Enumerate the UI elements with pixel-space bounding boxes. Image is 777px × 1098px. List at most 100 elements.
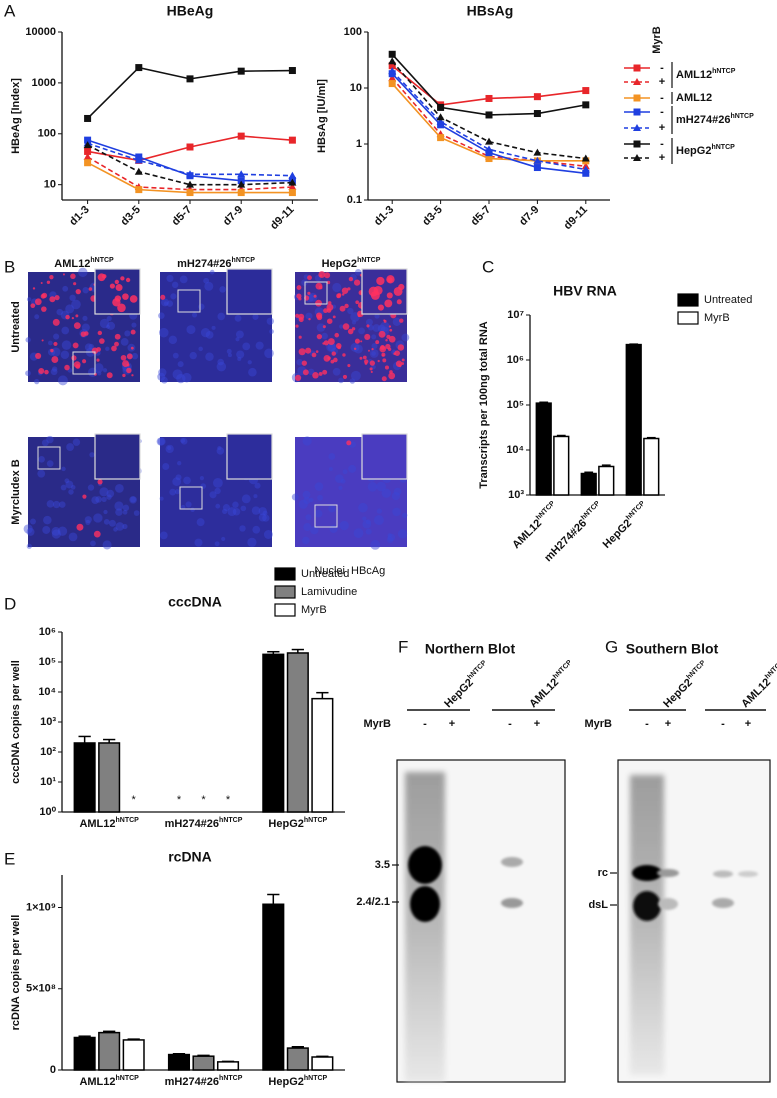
nucleus xyxy=(235,337,240,342)
y-tick-label: 1×10⁹ xyxy=(26,901,56,913)
nucleus xyxy=(310,526,319,535)
nucleus xyxy=(189,351,197,360)
stain xyxy=(395,360,403,367)
marker xyxy=(485,155,493,163)
nucleus xyxy=(317,494,324,501)
smear xyxy=(630,775,664,1075)
condition: - xyxy=(423,718,427,730)
nucleus xyxy=(247,537,257,547)
y-axis-label: HBeAg [Index] xyxy=(10,78,22,154)
nucleus xyxy=(101,496,107,503)
nucleus xyxy=(50,368,58,376)
nucleus xyxy=(362,519,372,529)
nucleus xyxy=(298,499,308,509)
nucleus xyxy=(258,513,267,522)
nucleus xyxy=(397,529,408,539)
band xyxy=(408,846,442,884)
marker xyxy=(582,169,590,177)
marker xyxy=(186,143,194,151)
x-tick-label: d5-7 xyxy=(469,204,493,228)
nucleus xyxy=(172,477,182,486)
nucleus xyxy=(30,518,36,525)
nucleus xyxy=(51,526,61,536)
nucleus xyxy=(329,524,338,533)
marker xyxy=(237,170,246,178)
nucleus xyxy=(68,532,78,542)
y-tick-label: 0.1 xyxy=(347,194,362,206)
nucleus xyxy=(84,516,92,524)
stain xyxy=(327,338,335,346)
superscript: hNTCP xyxy=(90,257,114,264)
nucleus xyxy=(65,304,75,314)
stain xyxy=(96,358,100,362)
bar xyxy=(625,343,642,496)
condition: - xyxy=(508,718,512,730)
superscript: hNTCP xyxy=(304,817,328,824)
nucleus xyxy=(88,343,95,350)
stain xyxy=(71,316,75,320)
nucleus xyxy=(393,487,402,496)
stain xyxy=(382,358,387,363)
marker xyxy=(237,180,246,188)
nucleus xyxy=(262,510,268,516)
marker xyxy=(83,152,92,160)
stain xyxy=(342,374,348,379)
nucleus xyxy=(180,438,186,444)
superscript: hNTCP xyxy=(467,659,489,681)
nucleus xyxy=(237,356,242,362)
stain xyxy=(96,347,101,352)
zoom-box xyxy=(179,486,203,510)
legend-swatch xyxy=(274,567,296,581)
superscript: hNTCP xyxy=(219,1075,243,1082)
y-tick-label: 10³ xyxy=(40,716,56,728)
nucleus xyxy=(392,507,401,517)
legend-marker xyxy=(633,108,641,116)
inset-stain xyxy=(396,299,402,305)
nucleus xyxy=(87,484,95,491)
stain xyxy=(296,285,302,290)
superscript: hNTCP xyxy=(711,144,735,151)
stain xyxy=(341,293,345,296)
inset-stain xyxy=(376,276,385,286)
stain xyxy=(316,333,323,340)
marker xyxy=(84,147,92,155)
nucleus xyxy=(255,341,264,350)
marker xyxy=(485,145,493,153)
band xyxy=(738,871,758,877)
superscript: hNTCP xyxy=(232,257,256,264)
nucleus xyxy=(53,333,60,340)
stain xyxy=(298,297,302,301)
nucleus xyxy=(174,489,180,495)
stain xyxy=(384,365,390,370)
nucleus xyxy=(191,312,198,318)
label-text: HepG2 xyxy=(268,818,303,830)
nucleus xyxy=(42,526,51,534)
stain xyxy=(323,308,328,314)
marker xyxy=(134,156,143,164)
bar xyxy=(311,1056,334,1071)
treatment-label: MyrB xyxy=(584,718,612,730)
x-tick-label: d7-9 xyxy=(517,204,541,228)
stain xyxy=(106,372,113,379)
marker xyxy=(485,137,493,145)
legend-label: + xyxy=(659,76,665,88)
nucleus xyxy=(401,333,410,342)
stain xyxy=(369,360,376,366)
nucleus xyxy=(338,377,344,384)
stain xyxy=(80,331,87,337)
nucleus xyxy=(46,435,54,444)
y-tick-label: 10⁵ xyxy=(507,399,524,411)
nucleus xyxy=(211,325,216,330)
nucleus xyxy=(62,285,69,292)
value-label: * xyxy=(177,794,182,806)
stain xyxy=(331,351,336,356)
nucleus xyxy=(369,348,379,358)
nucleus xyxy=(90,540,96,547)
nucleus xyxy=(169,488,177,496)
nucleus xyxy=(222,504,230,512)
nucleus xyxy=(253,494,258,499)
marker xyxy=(288,67,296,75)
nucleus xyxy=(115,483,124,493)
nucleus xyxy=(221,536,226,541)
